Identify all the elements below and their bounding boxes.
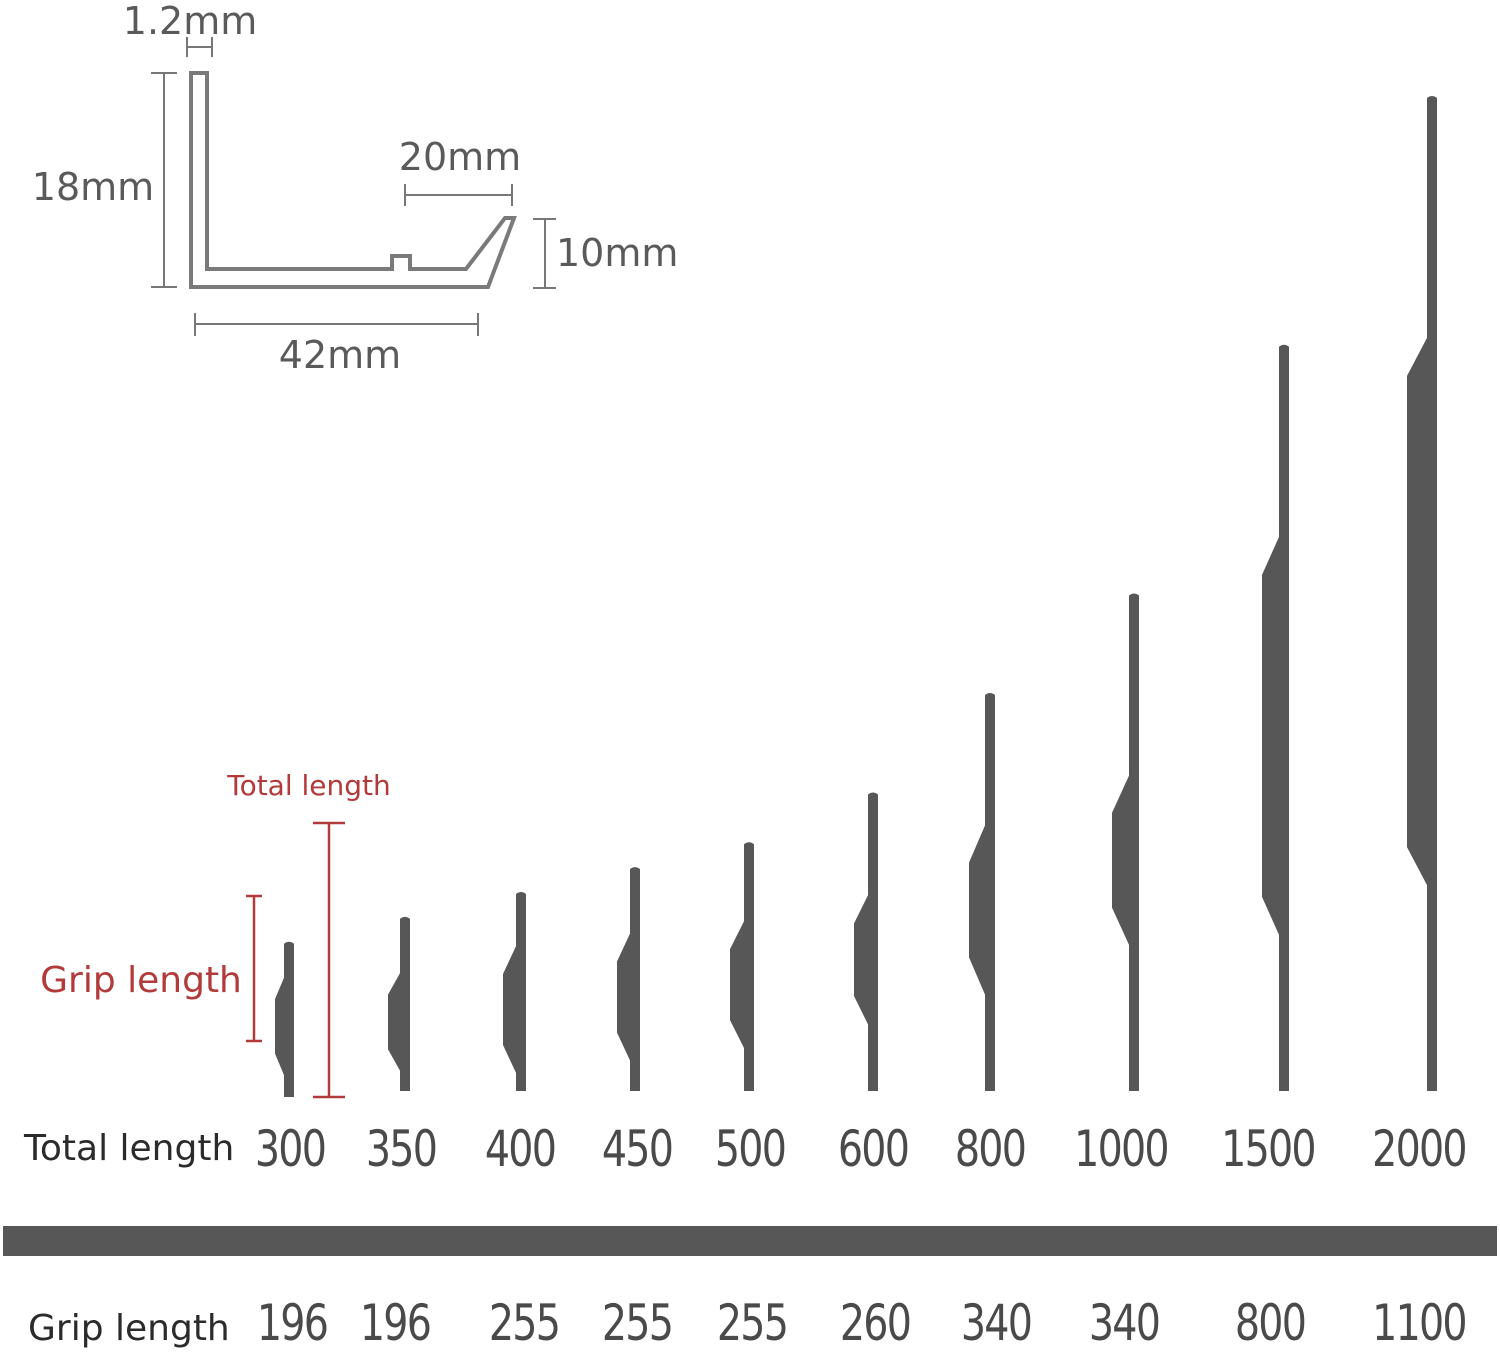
- handle-300: [275, 941, 294, 1097]
- handle-2000: [1407, 96, 1437, 1091]
- grip-length-value: 255: [488, 1294, 561, 1352]
- lip-width-label: 20mm: [399, 135, 521, 179]
- handle-500: [730, 842, 754, 1091]
- profile-outline: [189, 71, 517, 289]
- handle-450: [617, 867, 640, 1091]
- grip-length-value: 260: [839, 1294, 912, 1352]
- height-dimension: [151, 72, 177, 288]
- total-length-value: 400: [484, 1120, 557, 1178]
- total-length-value: 1000: [1074, 1120, 1169, 1178]
- grip-length-value: 1100: [1372, 1294, 1467, 1352]
- total-length-value: 300: [254, 1120, 327, 1178]
- legend-annotations: Total length Grip length: [40, 769, 391, 1099]
- grip-length-value: 196: [256, 1294, 329, 1352]
- grip-length-value: 255: [716, 1294, 789, 1352]
- thickness-dimension: [186, 37, 213, 57]
- grip-length-value: 255: [601, 1294, 674, 1352]
- lip-height-dimension: [533, 218, 556, 289]
- total-length-value: 450: [601, 1120, 674, 1178]
- height-label: 18mm: [32, 165, 154, 209]
- grip-length-value: 800: [1234, 1294, 1307, 1352]
- handle-1500: [1262, 344, 1289, 1091]
- total-length-value: 350: [365, 1120, 438, 1178]
- total-length-value: 800: [954, 1120, 1027, 1178]
- handle-350: [388, 916, 410, 1091]
- grip-length-value: 196: [359, 1294, 432, 1352]
- lip-height-label: 10mm: [556, 231, 678, 275]
- lip-width-dimension: [404, 184, 513, 206]
- base-width-label: 42mm: [279, 333, 401, 377]
- total-length-value: 2000: [1372, 1120, 1467, 1178]
- handles-group: [275, 96, 1437, 1097]
- legend-grip-length-label: Grip length: [40, 960, 242, 1001]
- total-length-value: 600: [837, 1120, 910, 1178]
- divider-bar: [3, 1226, 1497, 1256]
- handle-600: [854, 792, 878, 1091]
- total-length-value: 1500: [1221, 1120, 1316, 1178]
- profile-cross-section: 1.2mm 18mm 20mm 10mm 42mm: [32, 0, 679, 377]
- total-length-bracket: [313, 821, 345, 1099]
- grip-length-value: 340: [960, 1294, 1033, 1352]
- handle-400: [503, 892, 526, 1091]
- grip-length-value: 340: [1088, 1294, 1161, 1352]
- total-length-value: 500: [714, 1120, 787, 1178]
- grip-length-bracket: [246, 894, 262, 1043]
- base-width-dimension: [194, 313, 479, 336]
- handle-800: [969, 693, 995, 1091]
- grip-length-row-label: Grip length: [28, 1308, 230, 1349]
- thickness-label: 1.2mm: [123, 0, 257, 43]
- handle-1000: [1112, 593, 1139, 1091]
- legend-total-length-label: Total length: [226, 769, 391, 802]
- total-length-row-label: Total length: [24, 1128, 235, 1169]
